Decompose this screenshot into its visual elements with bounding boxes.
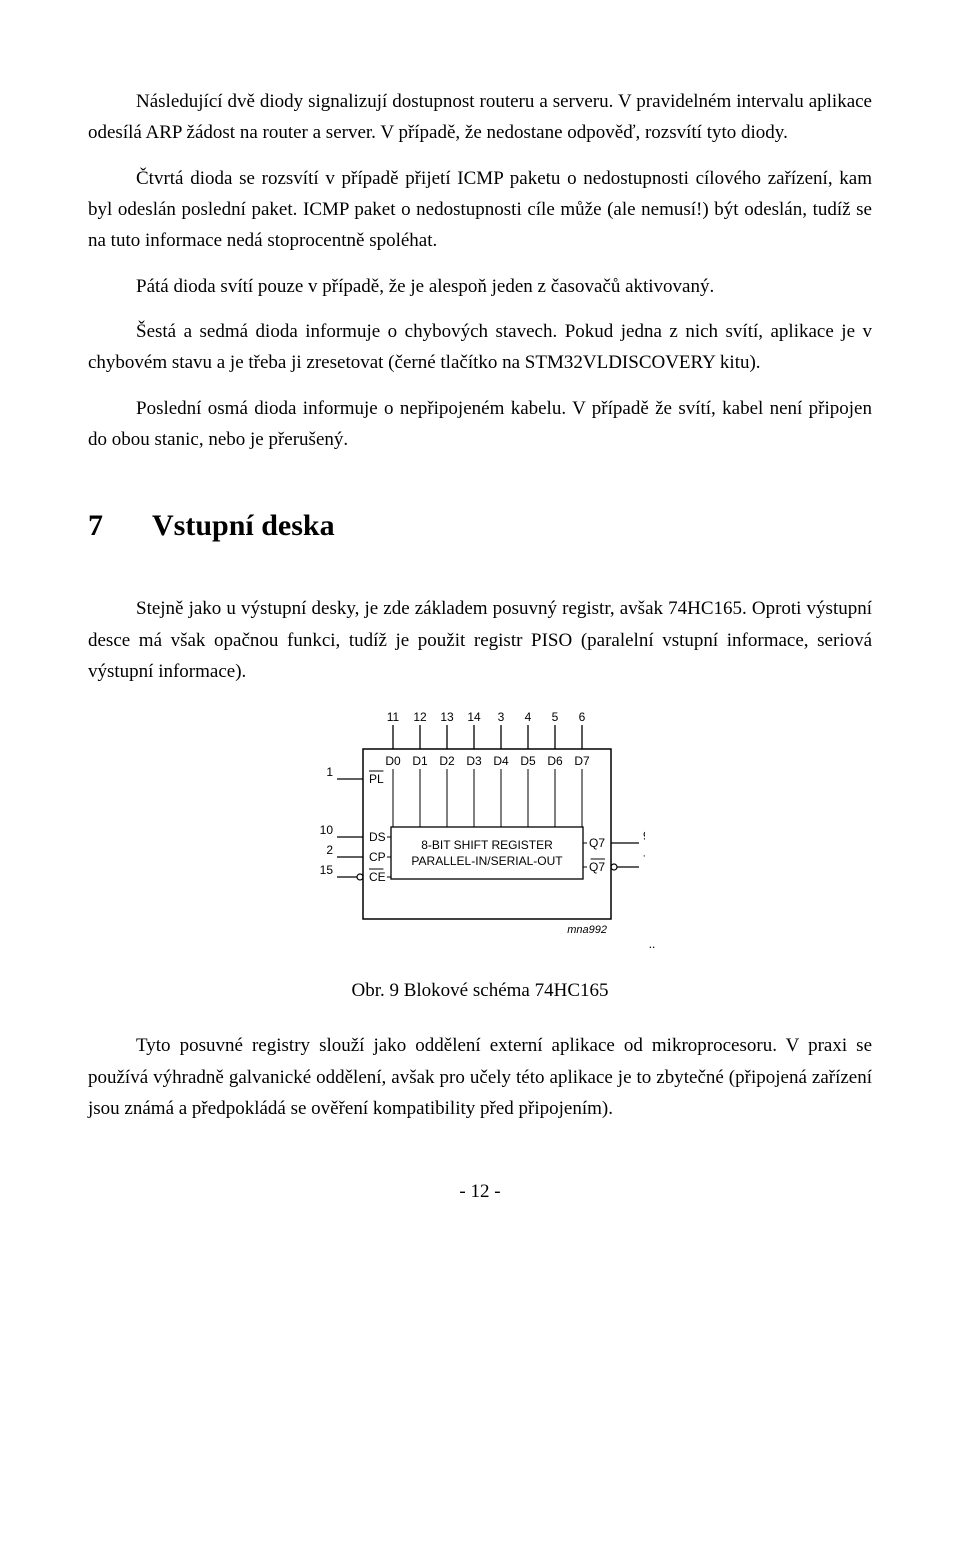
page: Následující dvě diody signalizují dostup… [0,0,960,1253]
svg-text:DS: DS [369,830,386,844]
paragraph-6: Stejně jako u výstupní desky, je zde zák… [88,593,872,687]
svg-text:D6: D6 [547,754,563,768]
svg-text:PARALLEL-IN/SERIAL-OUT: PARALLEL-IN/SERIAL-OUT [411,854,563,868]
paragraph-7: Tyto posuvné registry slouží jako odděle… [88,1030,872,1124]
figure-block-diagram: 11 D0 12 D1 13 D2 14 D3 3 D4 4 D5 5 D6 6 D7 1 PL 10 DS 2 CP 15… [88,705,872,952]
paragraph-2: Čtvrtá dioda se rozsvítí v případě přije… [88,163,872,257]
svg-text:D1: D1 [412,754,428,768]
svg-text:CE: CE [369,870,386,884]
svg-text:4: 4 [524,710,531,724]
svg-text:Q7: Q7 [589,860,605,874]
svg-text:5: 5 [551,710,558,724]
svg-text:6: 6 [578,710,585,724]
svg-text:14: 14 [467,710,481,724]
svg-text:12: 12 [413,710,427,724]
svg-text:7: 7 [643,853,645,867]
figure-trailing-dots: .. [649,936,656,951]
svg-text:8-BIT SHIFT REGISTER: 8-BIT SHIFT REGISTER [421,838,553,852]
section-number: 7 [88,509,152,543]
svg-text:D0: D0 [385,754,401,768]
svg-text:11: 11 [387,710,400,724]
paragraph-4: Šestá a sedmá dioda informuje o chybovýc… [88,316,872,379]
svg-text:9: 9 [643,829,645,843]
figure-caption: Obr. 9 Blokové schéma 74HC165 [88,980,872,1002]
svg-text:Q7: Q7 [589,836,605,850]
section-heading: 7Vstupní deska [88,509,872,543]
svg-text:15: 15 [319,863,333,877]
paragraph-1: Následující dvě diody signalizují dostup… [88,86,872,149]
svg-text:1: 1 [326,765,333,779]
paragraph-3: Pátá dioda svítí pouze v případě, že je … [88,271,872,302]
paragraph-5: Poslední osmá dioda informuje o nepřipoj… [88,393,872,456]
block-diagram-svg: 11 D0 12 D1 13 D2 14 D3 3 D4 4 D5 5 D6 6 D7 1 PL 10 DS 2 CP 15… [305,705,645,947]
svg-text:CP: CP [369,850,386,864]
svg-text:D3: D3 [466,754,482,768]
svg-text:D5: D5 [520,754,536,768]
section-title: Vstupní deska [152,509,335,542]
page-number: - 12 - [88,1181,872,1203]
svg-text:10: 10 [319,823,333,837]
svg-text:D2: D2 [439,754,455,768]
svg-text:PL: PL [369,772,384,786]
svg-text:D7: D7 [574,754,590,768]
svg-text:D4: D4 [493,754,509,768]
svg-text:2: 2 [326,843,333,857]
svg-text:13: 13 [440,710,454,724]
svg-text:3: 3 [497,710,504,724]
svg-text:mna992: mna992 [567,924,607,936]
